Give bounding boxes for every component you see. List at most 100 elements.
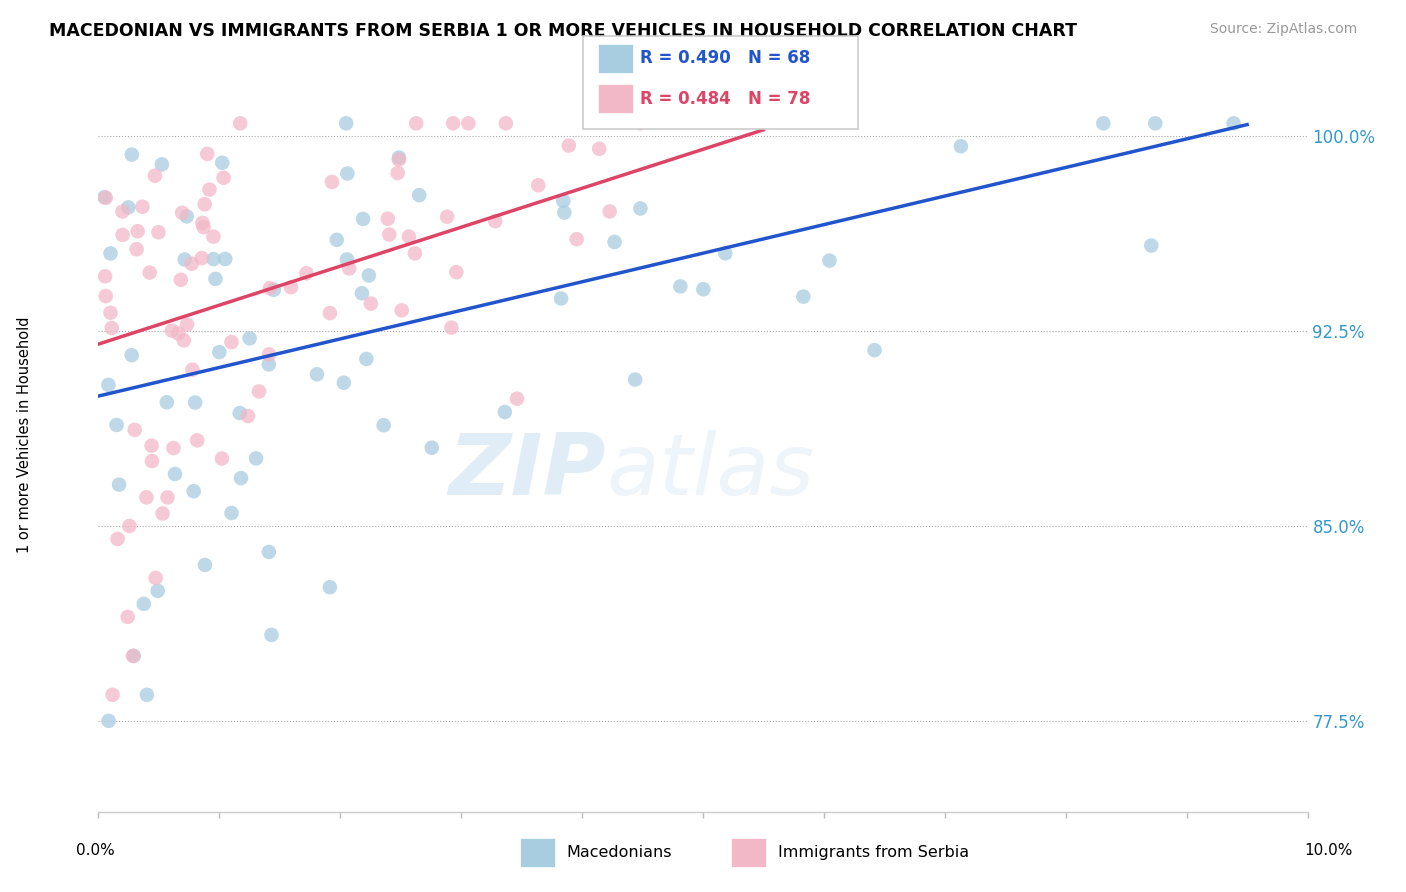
Point: [127, 224, 149, 238]
Point: [170, 273, 193, 287]
Point: [257, 357, 280, 371]
Text: atlas: atlas: [606, 430, 814, 513]
Point: [107, 532, 129, 546]
Point: [436, 210, 458, 224]
Point: [105, 417, 128, 432]
Point: [93, 190, 115, 204]
Text: R = 0.484   N = 78: R = 0.484 N = 78: [640, 89, 810, 108]
Point: [792, 290, 814, 304]
Text: Source: ZipAtlas.com: Source: ZipAtlas.com: [1209, 22, 1357, 37]
Point: [167, 326, 190, 341]
Point: [628, 202, 651, 216]
Point: [191, 216, 214, 230]
Point: [336, 167, 359, 181]
Point: [208, 345, 231, 359]
Point: [121, 147, 143, 161]
Point: [387, 166, 409, 180]
Point: [141, 454, 163, 468]
Point: [1092, 116, 1115, 130]
Point: [122, 648, 145, 663]
Point: [204, 272, 226, 286]
Text: 0.0%: 0.0%: [76, 843, 115, 858]
Point: [180, 257, 202, 271]
Point: [101, 688, 124, 702]
Point: [100, 306, 122, 320]
Point: [457, 116, 479, 130]
Point: [100, 246, 122, 260]
Point: [377, 211, 399, 226]
Point: [94, 289, 117, 303]
Point: [176, 318, 198, 332]
Point: [198, 183, 221, 197]
Point: [221, 335, 243, 350]
Text: Macedonians: Macedonians: [567, 845, 672, 860]
Point: [553, 205, 575, 219]
Point: [391, 303, 413, 318]
Point: [949, 139, 972, 153]
Point: [260, 628, 283, 642]
Point: [117, 610, 139, 624]
Text: 10.0%: 10.0%: [1305, 843, 1353, 858]
Point: [184, 395, 207, 409]
Point: [446, 265, 468, 279]
Point: [373, 418, 395, 433]
Point: [143, 169, 166, 183]
Point: [195, 147, 218, 161]
Point: [111, 227, 134, 242]
Point: [863, 343, 886, 358]
Point: [336, 252, 359, 267]
Point: [550, 292, 572, 306]
Point: [357, 268, 380, 283]
Point: [494, 405, 516, 419]
Point: [176, 210, 198, 224]
Point: [1140, 238, 1163, 252]
Point: [388, 151, 411, 165]
Point: [295, 266, 318, 280]
Point: [194, 197, 217, 211]
Point: [190, 251, 212, 265]
Point: [145, 571, 167, 585]
Point: [172, 206, 194, 220]
Point: [257, 545, 280, 559]
Point: [714, 246, 737, 260]
Point: [202, 252, 225, 266]
Point: [214, 252, 236, 266]
Point: [588, 142, 610, 156]
Point: [440, 320, 463, 334]
Point: [630, 116, 652, 130]
Point: [156, 491, 179, 505]
Point: [94, 269, 117, 284]
Point: [245, 451, 267, 466]
Point: [162, 441, 184, 455]
Point: [818, 253, 841, 268]
Point: [527, 178, 550, 193]
Text: 1 or more Vehicles in Household: 1 or more Vehicles in Household: [17, 317, 32, 553]
Point: [108, 477, 131, 491]
Point: [211, 155, 233, 169]
Point: [360, 296, 382, 310]
Point: [124, 423, 146, 437]
Point: [160, 324, 183, 338]
Point: [337, 261, 360, 276]
Text: ZIP: ZIP: [449, 430, 606, 513]
Point: [553, 194, 575, 208]
Point: [484, 214, 506, 228]
Point: [118, 519, 141, 533]
Point: [319, 580, 342, 594]
Point: [173, 252, 195, 267]
Point: [135, 688, 157, 702]
Point: [669, 279, 692, 293]
Point: [506, 392, 529, 406]
Point: [305, 368, 328, 382]
Point: [350, 286, 373, 301]
Point: [378, 227, 401, 242]
Point: [132, 597, 155, 611]
Text: Immigrants from Serbia: Immigrants from Serbia: [778, 845, 969, 860]
Point: [599, 204, 621, 219]
Point: [193, 220, 215, 235]
Point: [565, 232, 588, 246]
Point: [212, 170, 235, 185]
Point: [141, 439, 163, 453]
Text: MACEDONIAN VS IMMIGRANTS FROM SERBIA 1 OR MORE VEHICLES IN HOUSEHOLD CORRELATION: MACEDONIAN VS IMMIGRANTS FROM SERBIA 1 O…: [49, 22, 1077, 40]
Text: R = 0.490   N = 68: R = 0.490 N = 68: [640, 49, 810, 68]
